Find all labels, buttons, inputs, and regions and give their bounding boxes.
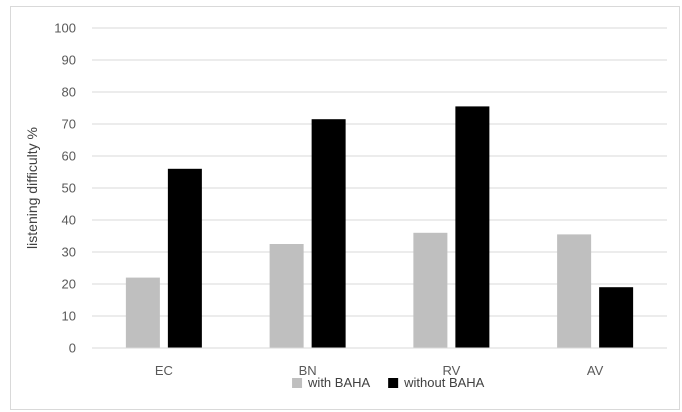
x-tick-label: AV: [587, 363, 604, 378]
y-tick-label: 0: [69, 341, 76, 356]
bar-rv-without-baha: [455, 106, 490, 349]
bar-ec-with-baha: [125, 277, 160, 348]
x-tick-label: EC: [155, 363, 173, 378]
y-tick-label: 50: [62, 181, 76, 196]
x-axis-ticks: EC BN RV AV: [155, 363, 604, 378]
y-tick-label: 80: [62, 85, 76, 100]
bar-av-with-baha: [557, 234, 592, 348]
bar-av-without-baha: [599, 287, 634, 348]
y-tick-label: 90: [62, 53, 76, 68]
y-tick-label: 20: [62, 277, 76, 292]
legend-swatch: [292, 378, 303, 388]
legend-swatch: [388, 378, 399, 388]
bar-rv-with-baha: [413, 232, 448, 348]
x-tick-label: RV: [442, 363, 460, 378]
bars: [125, 106, 634, 349]
bar-bn-with-baha: [269, 244, 304, 348]
legend-label: without BAHA: [403, 375, 485, 390]
x-tick-label: BN: [299, 363, 317, 378]
legend-label: with BAHA: [307, 375, 370, 390]
y-tick-label: 10: [62, 309, 76, 324]
y-axis-title: listening difficulty %: [24, 127, 40, 249]
bar-ec-without-baha: [167, 168, 202, 348]
y-tick-label: 60: [62, 149, 76, 164]
y-axis-ticks: 0 10 20 30 40 50 60 70 80 90 100: [54, 21, 76, 356]
y-tick-label: 30: [62, 245, 76, 260]
bar-bn-without-baha: [311, 119, 346, 348]
legend: with BAHA without BAHA: [292, 375, 485, 390]
y-tick-label: 40: [62, 213, 76, 228]
y-tick-label: 100: [54, 21, 76, 36]
y-tick-label: 70: [62, 117, 76, 132]
